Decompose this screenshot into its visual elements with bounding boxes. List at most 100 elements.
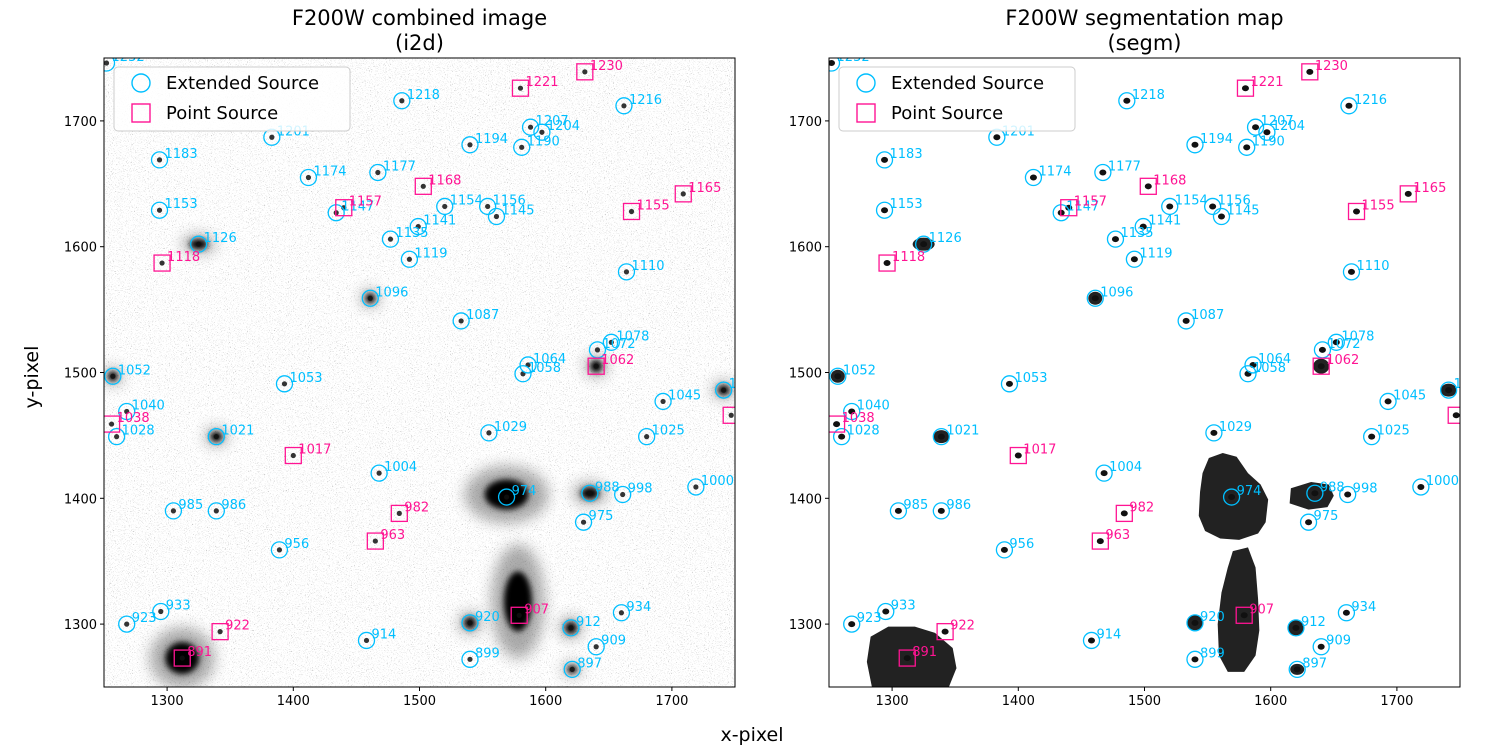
segment-dot <box>1368 433 1376 440</box>
extended-source-label: 1052 <box>843 363 876 378</box>
segment-dot <box>1452 412 1460 419</box>
source-dot <box>367 295 373 301</box>
segment-dot <box>1210 429 1218 436</box>
right-panel-title: F200W segmentation map (segm) <box>829 6 1460 56</box>
extended-source-marker <box>687 478 705 496</box>
extended-source-marker <box>1134 217 1152 236</box>
segment-dot <box>1144 183 1152 190</box>
source-dot <box>158 608 164 615</box>
point-source-marker <box>936 622 954 641</box>
point-source-label: 1165 <box>688 181 721 196</box>
extended-source-marker <box>615 97 633 115</box>
point-source-label: 982 <box>1129 500 1154 515</box>
point-source-label: 1165 <box>1413 181 1446 196</box>
segment-region <box>1217 547 1260 672</box>
segment-dot <box>881 156 889 163</box>
extended-source-marker <box>932 428 950 446</box>
point-source-label: 1062 <box>1326 353 1359 368</box>
point-source-label: 1038 <box>117 411 150 426</box>
source-dot <box>527 124 534 130</box>
point-source-label: 922 <box>225 619 250 634</box>
source-dot <box>104 60 110 66</box>
extended-source-label: 1218 <box>1132 88 1165 103</box>
extended-source-label: 1087 <box>1191 308 1224 323</box>
extended-source-label: 914 <box>1096 627 1121 642</box>
extended-source-marker <box>875 151 894 169</box>
extended-source-marker <box>1000 375 1019 393</box>
segment-dot <box>1191 656 1199 663</box>
extended-source-marker <box>1288 660 1306 679</box>
extended-source-label: 1183 <box>890 147 923 162</box>
point-source-marker <box>674 185 692 203</box>
point-source-marker <box>366 532 384 550</box>
extended-source-label: 1087 <box>466 308 499 323</box>
extended-source-marker <box>150 151 169 169</box>
source-dot <box>621 103 627 109</box>
point-source-label: 1155 <box>1362 198 1395 213</box>
extended-source-label: 933 <box>891 599 916 614</box>
extended-source-label: 1053 <box>289 371 322 386</box>
extended-source-label: 899 <box>475 646 500 661</box>
extended-source-marker <box>357 631 376 650</box>
extended-source-marker <box>1337 604 1356 622</box>
segment-dot <box>1130 256 1138 263</box>
segment-dot <box>1029 174 1037 181</box>
legend-extended-label: Extended Source <box>891 73 1044 94</box>
source-dot <box>486 430 492 436</box>
point-source-label: 907 <box>524 602 549 617</box>
legend: Extended Source Point Source <box>113 66 351 132</box>
extended-source-marker <box>299 168 318 187</box>
extended-source-label: 912 <box>1301 615 1326 630</box>
point-source-marker <box>511 79 530 97</box>
segment-dot <box>1417 483 1425 490</box>
segment-dot <box>993 134 1001 141</box>
legend-point-label: Point Source <box>891 103 1003 124</box>
image-noise <box>104 58 735 687</box>
source-dot <box>420 183 426 189</box>
extended-source-label: 975 <box>589 509 614 524</box>
x-tick-label: 1700 <box>1380 694 1413 709</box>
extended-source-label: 1216 <box>1354 93 1387 108</box>
source-dot <box>580 519 587 525</box>
source-dot <box>170 508 177 514</box>
segment-dot <box>1332 339 1340 346</box>
extended-source-label: 974 <box>1237 484 1262 499</box>
extended-source-marker <box>995 541 1014 559</box>
legend-extended-marker <box>131 73 151 93</box>
extended-source-marker <box>602 333 620 351</box>
extended-source-label: 1021 <box>946 424 979 439</box>
segment-dot <box>1065 204 1073 211</box>
source-dot <box>458 318 464 324</box>
segment-dot <box>1166 203 1174 210</box>
source-dot <box>396 510 402 516</box>
extended-source-marker <box>1094 163 1112 182</box>
source-dot <box>519 144 525 150</box>
source-dot <box>594 347 601 353</box>
segment-dot <box>1263 129 1271 136</box>
extended-source-label: 1000 <box>701 474 734 489</box>
extended-source-marker <box>104 58 116 72</box>
point-source-label: 1230 <box>1315 59 1348 74</box>
extended-source-marker <box>1327 333 1345 351</box>
extended-source-marker <box>370 464 388 482</box>
extended-source-label: 1190 <box>527 134 560 149</box>
segment-dot <box>1111 236 1119 243</box>
source-dot <box>680 191 686 197</box>
extended-source-marker <box>1118 92 1136 110</box>
extended-source-label: 1028 <box>847 424 880 439</box>
left-panel-title-line1: F200W combined image <box>291 6 548 30</box>
extended-source-marker <box>436 197 454 216</box>
extended-source-marker <box>519 356 537 374</box>
point-source-label: 891 <box>912 645 937 660</box>
extended-source-label: 1126 <box>929 231 962 246</box>
extended-source-marker <box>452 312 470 330</box>
source-dot <box>516 612 522 618</box>
extended-source-label: 1141 <box>423 214 456 229</box>
point-source-marker <box>1399 185 1417 203</box>
extended-source-marker <box>521 118 540 136</box>
extended-source-marker <box>400 250 419 268</box>
y-tick-label: 1600 <box>789 241 822 256</box>
source-dot <box>124 621 130 627</box>
